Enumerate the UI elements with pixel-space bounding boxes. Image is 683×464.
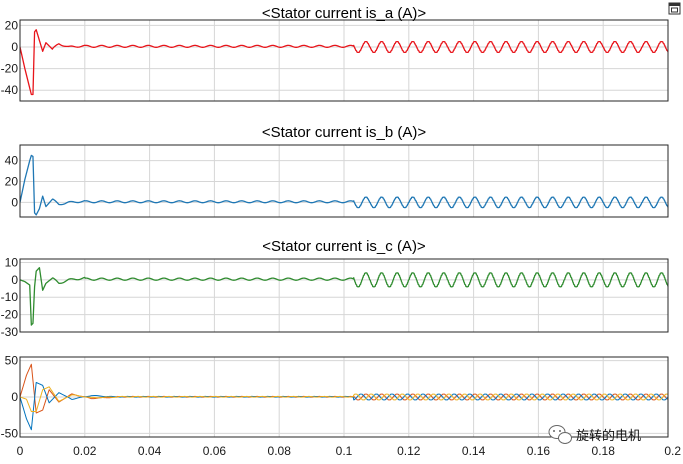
watermark: 旋转的电机 [548, 425, 641, 444]
x-tick-label: 0.02 [73, 444, 97, 458]
series-line-a [19, 29, 669, 96]
series-line-all-2 [19, 386, 669, 413]
panel-title: <Stator current is_b (A)> [262, 124, 426, 141]
y-tick-label: -30 [1, 325, 19, 339]
x-tick-label: 0.2 [664, 444, 681, 458]
x-tick-label: 0.14 [462, 444, 486, 458]
x-tick-label: 0.16 [527, 444, 551, 458]
wechat-icon [548, 425, 572, 444]
panel-stator-current-b: 0 20 40 <Stator current is_b (A)> [5, 124, 669, 218]
y-tick-label: 10 [5, 255, 19, 269]
x-tick-label: 0.18 [592, 444, 616, 458]
x-tick-label: 0.04 [138, 444, 162, 458]
axes-frame [19, 356, 669, 438]
series-line-c [19, 267, 669, 326]
panel-stator-current-c: -30 -20 -10 0 10 <Stator current is_c (A)> [1, 238, 669, 339]
y-tick-label: 20 [5, 175, 19, 189]
panel-title: <Stator current is_c (A)> [262, 238, 426, 255]
y-tick-label: -50 [1, 426, 19, 440]
y-tick-label: 0 [11, 390, 18, 404]
series-line-b [19, 154, 669, 216]
x-tick-label: 0.1 [336, 444, 353, 458]
y-tick-label: -20 [1, 308, 19, 322]
y-tick-label: -40 [1, 83, 19, 97]
y-tick-label: 0 [11, 40, 18, 54]
y-tick-label: 0 [11, 195, 18, 209]
y-tick-label: -10 [1, 290, 19, 304]
x-tick-label: 0.06 [203, 444, 227, 458]
x-tick-label: 0.08 [268, 444, 292, 458]
axes-frame [19, 258, 669, 333]
x-tick-label: 0.12 [397, 444, 421, 458]
panel-title: <Stator current is_a (A)> [262, 5, 426, 22]
watermark-text: 旋转的电机 [576, 428, 641, 444]
y-tick-label: -20 [1, 62, 19, 76]
y-tick-label: 40 [5, 154, 19, 168]
y-tick-label: 20 [5, 18, 19, 32]
panel-stator-currents-combined: -50 0 50 0 0.02 0.04 0.06 0.08 0.1 0.12 0.14 0.16 0.… [1, 354, 682, 458]
restore-icon[interactable] [668, 2, 681, 15]
axes-frame [19, 144, 669, 218]
panel-stator-current-a: -40 -20 0 20 <Stator current is_a (A)> [1, 5, 669, 102]
y-tick-label: 0 [11, 273, 18, 287]
axes-frame [19, 19, 669, 102]
x-tick-label: 0 [17, 444, 24, 458]
y-tick-label: 50 [5, 354, 19, 368]
